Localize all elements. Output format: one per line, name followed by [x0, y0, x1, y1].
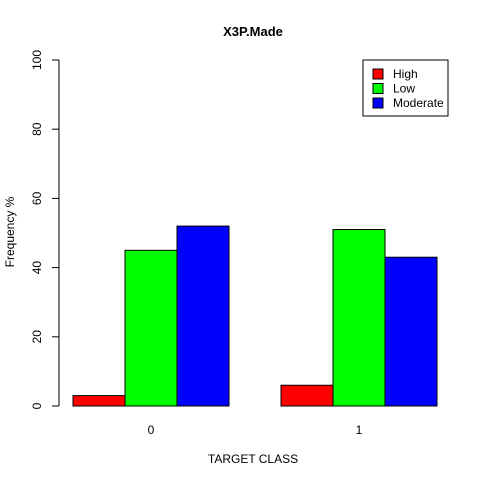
- x-tick-label: 1: [356, 423, 363, 437]
- bar-moderate-1: [384, 256, 438, 407]
- legend-label-low: Low: [393, 82, 415, 96]
- y-tick-label: 60: [30, 191, 44, 205]
- y-axis-label: Frequency %: [3, 196, 17, 267]
- bar-high-0: [72, 395, 126, 407]
- bar-low-1: [332, 229, 386, 407]
- y-tick-label: 40: [30, 261, 44, 275]
- x-axis-label: TARGET CLASS: [208, 452, 298, 466]
- y-tick-label: 20: [30, 330, 44, 344]
- legend-swatch-low: [372, 83, 384, 94]
- y-axis: 0 20 40 60 80 100: [30, 50, 60, 409]
- y-tick-label: 0: [30, 402, 44, 409]
- y-tick-label: 80: [30, 122, 44, 136]
- legend-label-high: High: [393, 67, 418, 81]
- legend-swatch-high: [372, 68, 384, 80]
- x-tick-label: 0: [148, 423, 155, 437]
- bar-low-0: [124, 249, 178, 407]
- bars: [72, 225, 438, 407]
- legend-swatch-moderate: [372, 97, 384, 109]
- chart-title: X3P.Made: [223, 24, 283, 39]
- legend-label-moderate: Moderate: [393, 96, 444, 110]
- y-tick-label: 100: [30, 50, 44, 70]
- bar-high-1: [280, 384, 334, 407]
- bar-moderate-0: [176, 225, 230, 407]
